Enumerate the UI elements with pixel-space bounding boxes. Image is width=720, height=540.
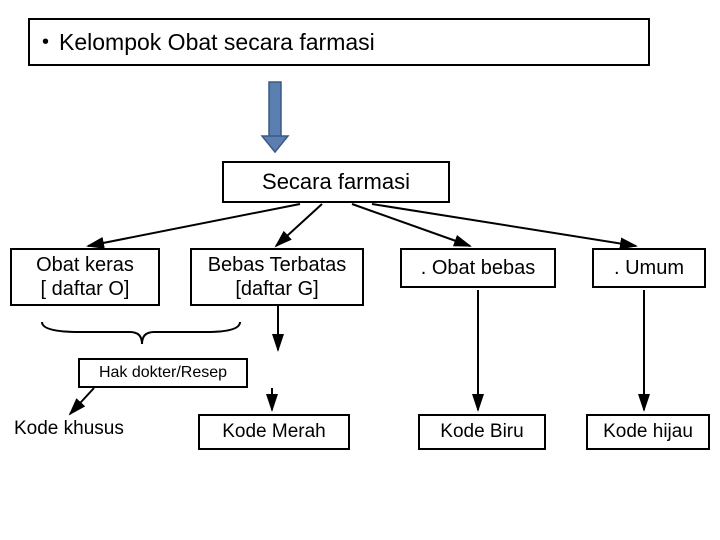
- cat1-l2: [daftar G]: [235, 277, 318, 301]
- cat0-l2: [ daftar O]: [41, 277, 130, 301]
- bottom1-text: Kode Merah: [222, 421, 326, 443]
- bottom-3: Kode hijau: [586, 414, 710, 450]
- bullet: •: [42, 31, 49, 54]
- bottom-0: Kode khusus: [14, 418, 124, 440]
- cat-box-1: Bebas Terbatas [daftar G]: [190, 248, 364, 306]
- cat-box-3: . Umum: [592, 248, 706, 288]
- middle-text: Secara farmasi: [262, 169, 410, 195]
- down-arrow-icon: [262, 82, 288, 152]
- bottom-2: Kode Biru: [418, 414, 546, 450]
- brace-label: Hak dokter/Resep: [99, 364, 227, 382]
- cat1-l1: Bebas Terbatas: [208, 253, 347, 277]
- bottom-1: Kode Merah: [198, 414, 350, 450]
- bottom3-text: Kode hijau: [603, 421, 693, 443]
- brace-label-box: Hak dokter/Resep: [78, 358, 248, 388]
- cat3-l1: . Umum: [614, 256, 684, 280]
- bottom0-text: Kode khusus: [14, 418, 124, 439]
- title-text: Kelompok Obat secara farmasi: [59, 29, 375, 56]
- middle-box: Secara farmasi: [222, 161, 450, 203]
- cat0-l1: Obat keras: [36, 253, 134, 277]
- cat2-l1: . Obat bebas: [421, 256, 536, 280]
- title-box: • Kelompok Obat secara farmasi: [28, 18, 650, 66]
- cat-box-2: . Obat bebas: [400, 248, 556, 288]
- cat-box-0: Obat keras [ daftar O]: [10, 248, 160, 306]
- bottom2-text: Kode Biru: [440, 421, 523, 443]
